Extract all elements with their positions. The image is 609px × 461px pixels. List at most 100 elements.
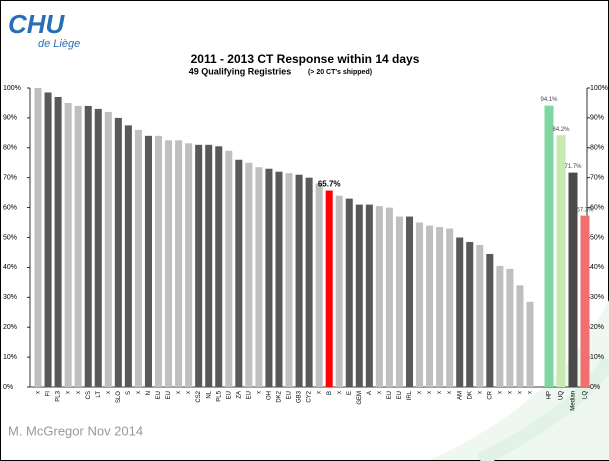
bar bbox=[34, 88, 42, 387]
value-label: 65.7% bbox=[318, 180, 341, 189]
bar bbox=[365, 204, 373, 387]
x-tick-label: PL3 bbox=[56, 390, 62, 401]
value-label: 57.3% bbox=[576, 207, 594, 213]
y-tick-label: 10% bbox=[3, 354, 17, 361]
x-tick-label: CS2 bbox=[196, 390, 202, 402]
bar bbox=[385, 207, 393, 387]
y2-tick-label: 70% bbox=[590, 175, 604, 182]
value-label: 71.7% bbox=[564, 164, 582, 170]
x-tick-label: EU bbox=[156, 391, 162, 399]
bar bbox=[104, 111, 112, 388]
y2-tick-label: 20% bbox=[590, 324, 604, 331]
background-swoosh bbox=[476, 356, 609, 461]
x-tick-label: IRL bbox=[407, 390, 413, 400]
bar bbox=[185, 143, 193, 387]
x-tick-label: OH bbox=[267, 391, 273, 400]
y-tick-label: 30% bbox=[3, 294, 17, 301]
x-tick-label: x bbox=[377, 391, 383, 394]
y2-tick-label: 60% bbox=[590, 204, 604, 211]
bar bbox=[64, 102, 72, 387]
bar bbox=[175, 140, 183, 387]
logo-sub: de Liège bbox=[38, 38, 80, 50]
y2-tick-label: 10% bbox=[590, 354, 604, 361]
x-tick-label: DK2 bbox=[277, 390, 283, 402]
x-tick-label: S bbox=[126, 391, 132, 395]
bar bbox=[426, 225, 434, 387]
bar bbox=[476, 244, 484, 387]
x-tick-label: GB3 bbox=[297, 390, 303, 403]
x-tick-label: x bbox=[477, 391, 483, 394]
bar bbox=[255, 167, 263, 387]
bar bbox=[195, 144, 203, 387]
x-tick-label: x bbox=[136, 391, 142, 394]
y-tick-label: 70% bbox=[3, 175, 17, 182]
x-tick-label: CY2 bbox=[307, 390, 313, 402]
bar bbox=[375, 206, 383, 387]
chart-subtitle: 49 Qualifying Registries bbox=[189, 66, 292, 76]
x-tick-label: x bbox=[76, 391, 82, 394]
bar bbox=[165, 140, 173, 387]
bar bbox=[225, 150, 233, 387]
bar bbox=[54, 96, 62, 387]
bar bbox=[466, 241, 474, 387]
x-tick-label: x bbox=[317, 391, 323, 394]
x-tick-label: x bbox=[497, 391, 503, 394]
x-tick-label: UQ bbox=[559, 391, 565, 400]
bar bbox=[245, 162, 253, 387]
bar bbox=[345, 198, 353, 387]
bar bbox=[235, 159, 243, 387]
bar bbox=[265, 168, 273, 387]
logo-mark: CHU bbox=[8, 9, 66, 39]
bar bbox=[44, 92, 52, 388]
bar bbox=[405, 216, 414, 387]
bar bbox=[446, 228, 454, 387]
bar bbox=[134, 129, 142, 388]
bar bbox=[84, 105, 92, 387]
bar bbox=[144, 135, 152, 387]
x-tick-label: x bbox=[186, 391, 192, 394]
x-tick-label: x bbox=[256, 391, 262, 394]
bar bbox=[580, 215, 590, 387]
x-tick-label: CS bbox=[86, 391, 92, 399]
chart-subtitle-note: (> 20 CT's shipped) bbox=[308, 69, 372, 76]
bar bbox=[556, 135, 566, 387]
x-tick-label: x bbox=[36, 391, 42, 394]
bar bbox=[516, 285, 524, 387]
x-tick-label: x bbox=[417, 391, 423, 394]
bar bbox=[74, 105, 82, 387]
x-tick-label: E bbox=[347, 391, 353, 395]
y-tick-label: 40% bbox=[3, 264, 17, 271]
x-tick-label: LQ bbox=[583, 391, 589, 399]
x-tick-label: N bbox=[146, 391, 152, 395]
bar bbox=[325, 190, 333, 387]
x-tick-label: SLO bbox=[116, 391, 122, 403]
bar bbox=[114, 117, 122, 388]
x-tick-label: FI bbox=[46, 391, 52, 397]
x-tick-label: x bbox=[528, 391, 534, 394]
bar bbox=[154, 135, 163, 387]
bar bbox=[496, 265, 504, 387]
bar bbox=[355, 204, 363, 387]
chart-title: 2011 - 2013 CT Response within 14 days bbox=[191, 52, 420, 66]
bar bbox=[395, 216, 403, 387]
bar bbox=[456, 237, 464, 387]
x-tick-label: x bbox=[106, 391, 112, 394]
y-tick-label: 60% bbox=[3, 204, 17, 211]
x-tick-label: x bbox=[447, 391, 453, 394]
value-label: 94.1% bbox=[540, 97, 558, 103]
bar bbox=[124, 125, 132, 387]
x-tick-label: ZA bbox=[236, 391, 242, 399]
y2-tick-label: 50% bbox=[590, 234, 604, 241]
y2-tick-label: 90% bbox=[590, 115, 604, 122]
y2-tick-label: 40% bbox=[590, 264, 604, 271]
x-tick-label: B bbox=[327, 391, 333, 395]
x-tick-label: x bbox=[427, 391, 433, 394]
bar bbox=[275, 171, 283, 387]
bar bbox=[544, 105, 554, 388]
x-tick-label: DK bbox=[467, 391, 473, 399]
bar bbox=[205, 144, 213, 387]
x-tick-label: x bbox=[437, 391, 443, 394]
y2-tick-label: 80% bbox=[590, 145, 604, 152]
y2-tick-label: 100% bbox=[590, 85, 608, 92]
